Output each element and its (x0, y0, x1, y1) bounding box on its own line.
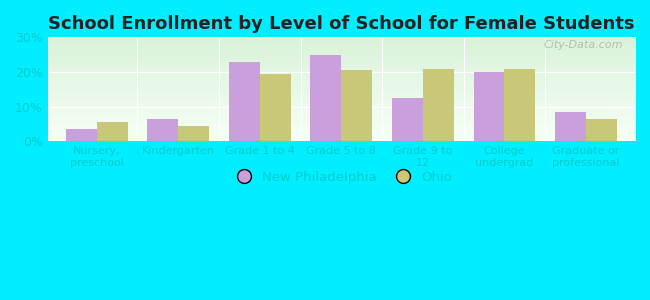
Bar (178, 126, 209, 142)
Bar (260, 74, 291, 142)
Bar (66, 129, 97, 142)
Legend: New Philadelphia, Ohio: New Philadelphia, Ohio (225, 166, 458, 189)
Bar (392, 98, 423, 142)
Bar (341, 70, 372, 142)
Bar (504, 69, 536, 142)
Bar (310, 55, 341, 142)
Bar (97, 122, 127, 142)
Bar (423, 69, 454, 142)
Bar (473, 72, 504, 142)
Title: School Enrollment by Level of School for Female Students: School Enrollment by Level of School for… (48, 15, 634, 33)
Bar (148, 119, 178, 142)
Bar (586, 119, 617, 142)
Bar (555, 112, 586, 142)
Bar (229, 61, 260, 142)
Text: City-Data.com: City-Data.com (544, 40, 623, 50)
